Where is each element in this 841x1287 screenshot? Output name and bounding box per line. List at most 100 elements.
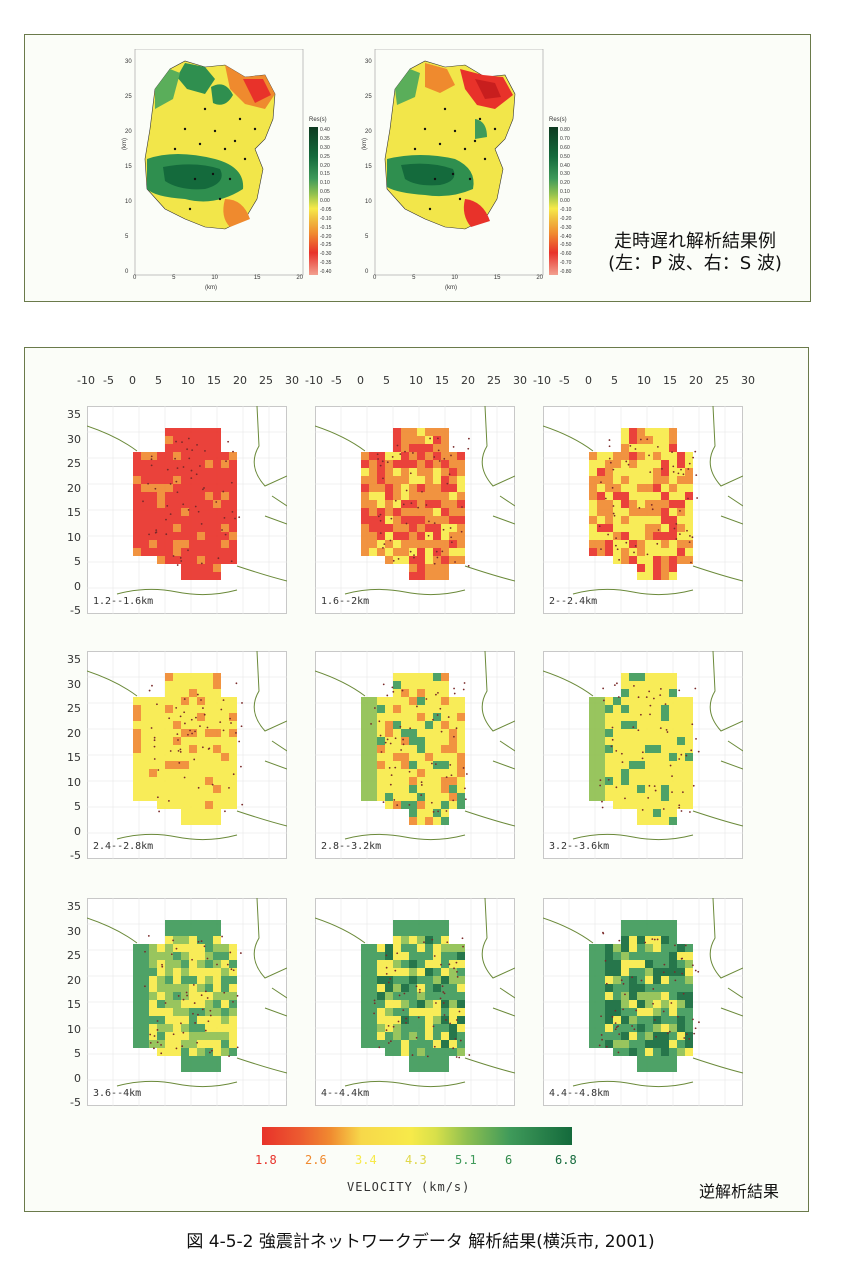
velocity-tick: 6.8	[555, 1153, 577, 1167]
p-colorbar-label: -0.40	[320, 269, 332, 275]
x-tick-label: 15	[663, 374, 677, 387]
top-title-line2: (左：P 波、右：S 波)	[608, 253, 782, 274]
x-tick-label: -5	[103, 374, 114, 387]
y-tick-label: 25	[67, 457, 81, 470]
velocity-map-svg	[314, 650, 516, 859]
p-colorbar-label: 0.00	[320, 198, 330, 204]
velocity-map-svg	[542, 650, 744, 859]
p-colorbar-label: 0.40	[320, 127, 330, 133]
depth-range-label: 4--4.4km	[321, 1088, 370, 1099]
velocity-map-svg	[542, 405, 744, 614]
s-map-x-ticks: 0 5 10 15 20	[373, 275, 543, 281]
x-tick-label: 15	[435, 374, 449, 387]
x-tick-label: 25	[259, 374, 273, 387]
velocity-map-3: 2--2.4km	[542, 405, 744, 614]
velocity-tick: 2.6	[305, 1153, 327, 1167]
p-map-x-label: (km)	[205, 285, 217, 291]
y-tick-label: 20	[67, 973, 81, 987]
travel-time-residual-panel: (km) (km) 0 5 10 15 20 30 25 20 15 10 5 0 Res(s) 0…	[24, 34, 811, 302]
x-tick-label: -10	[305, 374, 323, 387]
x-tick-label: 0	[585, 374, 592, 387]
s-colorbar-label: -0.10	[560, 206, 572, 213]
y-tick-label: 25	[67, 702, 81, 715]
s-colorbar-label: 0.50	[560, 153, 570, 160]
x-tick-label: 10	[409, 374, 423, 387]
y-tick-label: -5	[70, 1096, 81, 1109]
p-wave-map-svg	[134, 48, 304, 276]
s-colorbar-label: 0.60	[560, 144, 570, 151]
x-tick-label: 10	[181, 374, 195, 387]
y-tick-label: 0	[74, 824, 81, 838]
x-tick-label: 25	[715, 374, 729, 387]
y-tick-label: 35	[67, 653, 81, 666]
x-tick-label: 30	[285, 374, 299, 387]
x-tick-label: 5	[383, 374, 390, 387]
velocity-map-svg	[86, 897, 288, 1106]
x-tick-label: 20	[461, 374, 475, 387]
velocity-tick: 4.3	[405, 1153, 427, 1167]
x-tick-label: 20	[233, 374, 247, 387]
p-colorbar-label: -0.25	[320, 242, 332, 249]
x-tick-label: 25	[487, 374, 501, 387]
y-tick-label: 15	[67, 506, 81, 519]
s-colorbar-label: 0.10	[560, 189, 570, 196]
y-tick-label: 25	[67, 949, 81, 962]
x-tick-label: -10	[77, 374, 95, 387]
velocity-map-4: 2.4--2.8km	[86, 650, 288, 859]
y-tick-label: 15	[67, 998, 81, 1011]
x-tick-label: 10	[637, 374, 651, 387]
s-map-x-label: (km)	[445, 285, 457, 291]
y-tick-label: 10	[67, 1022, 81, 1036]
station-dots	[173, 107, 257, 211]
station-dots	[413, 107, 497, 211]
p-colorbar-label: 0.05	[320, 189, 330, 196]
y-tick-label: 30	[67, 677, 81, 691]
s-colorbar-label: 0.40	[560, 162, 570, 169]
s-colorbar-label: 0.70	[560, 135, 570, 142]
s-colorbar-label: -0.70	[560, 260, 572, 267]
velocity-map-grid: 1.2--1.6km 35 30 25 20 15 10 5 0 -5 1.6--2km 2--2.4…	[25, 348, 808, 1211]
depth-range-label: 1.6--2km	[321, 596, 370, 607]
y-tick-label: 5	[74, 1047, 81, 1060]
p-colorbar-title: Res(s)	[309, 117, 327, 123]
y-tick-label: 10	[67, 775, 81, 789]
x-tick-label: 0	[129, 374, 136, 387]
s-colorbar-label: 0.00	[560, 198, 570, 204]
y-tick-label: 0	[74, 579, 81, 593]
x-tick-label: 5	[155, 374, 162, 387]
s-colorbar-label: -0.60	[560, 251, 572, 258]
p-colorbar-labels: 0.40 0.35 0.30 0.25 0.20 0.15 0.10 0.05 0.00 -0.0…	[320, 127, 331, 275]
p-colorbar-label: -0.30	[320, 251, 332, 258]
depth-range-label: 2--2.4km	[549, 596, 598, 607]
top-panel-title: 走時遅れ解析結果例 (左：P 波、右：S 波)	[595, 231, 795, 275]
depth-range-label: 3.6--4km	[93, 1088, 142, 1099]
s-colorbar-labels: 0.80 0.70 0.60 0.50 0.40 0.30 0.20 0.10 0.00 -0.1…	[560, 127, 571, 275]
x-tick-label: -5	[331, 374, 342, 387]
velocity-map-svg	[314, 897, 516, 1106]
p-wave-colorbar: Res(s) 0.40 0.35 0.30 0.25 0.20 0.15 0.10 0.05 0…	[309, 117, 349, 277]
y-tick-label: 30	[67, 432, 81, 446]
top-x-axis-labels: -10 -5 0 5 10 15 20 25 30 -10 -5 0 5 10 15 20 25 30 -10 -5 0…	[25, 374, 808, 388]
s-colorbar-label: 0.30	[560, 171, 570, 178]
s-colorbar-label: 0.20	[560, 180, 570, 187]
velocity-map-8: 4--4.4km	[314, 897, 516, 1106]
p-colorbar-label: 0.35	[320, 135, 330, 142]
p-colorbar-label: -0.10	[320, 215, 332, 222]
y-tick-label: 15	[67, 751, 81, 764]
depth-range-label: 2.4--2.8km	[93, 841, 154, 852]
inversion-result-label: 逆解析結果	[699, 1182, 780, 1201]
depth-range-label: 3.2--3.6km	[549, 841, 610, 852]
s-colorbar-label: -0.80	[560, 269, 572, 275]
p-map-x-ticks: 0 5 10 15 20	[133, 275, 303, 281]
y-tick-label: 35	[67, 900, 81, 913]
velocity-map-svg	[86, 405, 288, 614]
x-tick-label: 0	[357, 374, 364, 387]
velocity-tick: 1.8	[255, 1153, 277, 1167]
velocity-map-svg	[86, 650, 288, 859]
s-colorbar-label: -0.50	[560, 242, 572, 249]
velocity-map-7: 3.6--4km	[86, 897, 288, 1106]
x-tick-label: 30	[513, 374, 527, 387]
velocity-tick-labels: 1.8 2.6 3.4 4.3 5.1 6 6.8	[255, 1153, 585, 1169]
top-title-line1: 走時遅れ解析結果例	[614, 231, 776, 252]
y-tick-label: 0	[74, 1071, 81, 1085]
